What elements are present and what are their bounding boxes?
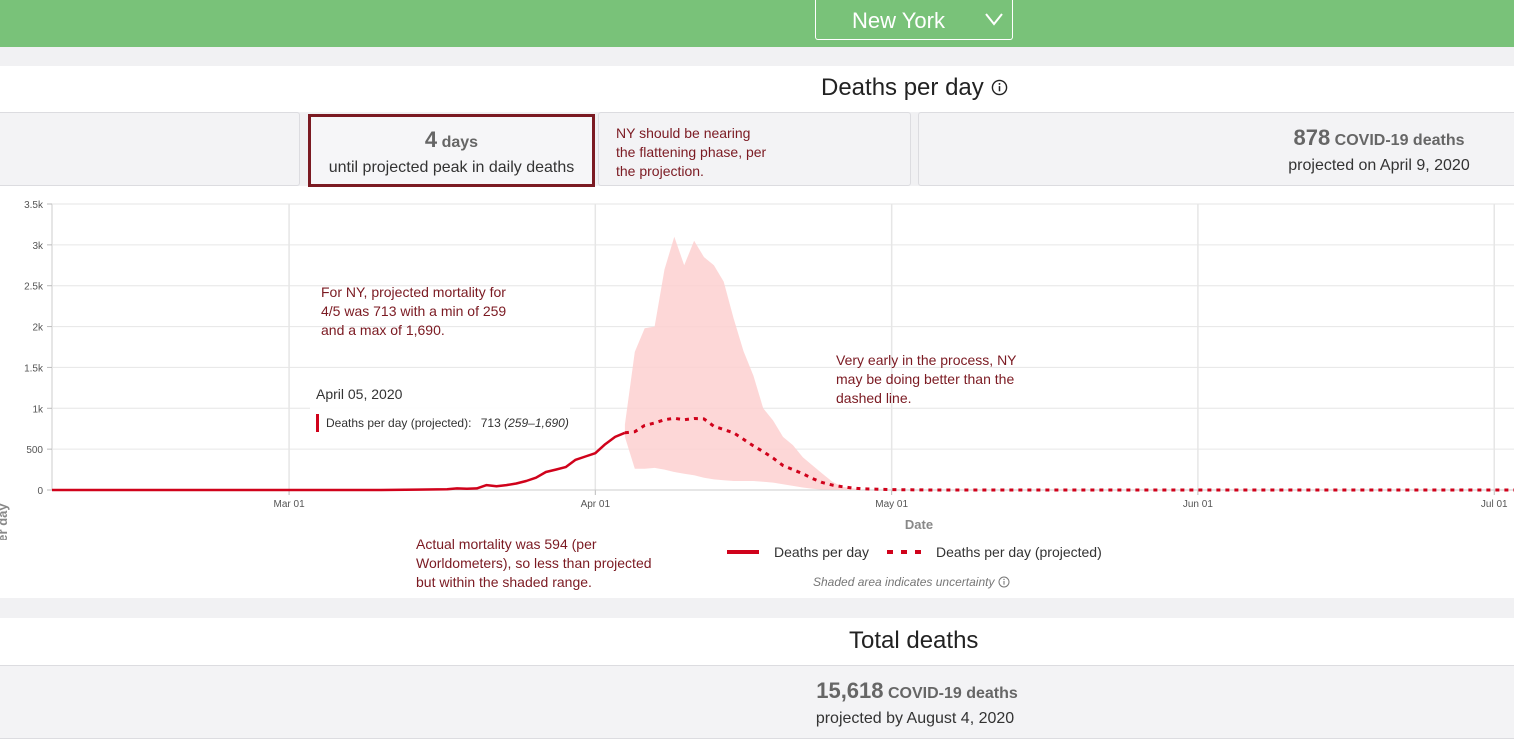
deaths-per-day-chart[interactable]: 0 500 1k 1.5k 2k 2.5k 3k 3.5k Mar 01 Apr 01 May 0…	[0, 190, 1514, 540]
y-axis-label: Deaths per day	[0, 503, 10, 540]
y-tick-label: 0	[37, 486, 43, 497]
chevron-down-icon	[985, 13, 1003, 26]
actual-deaths-line	[52, 431, 626, 492]
peak-card: 4 days until projected peak in daily dea…	[308, 114, 595, 187]
stat-card-middle	[598, 112, 911, 186]
annotation-line: the flattening phase, per	[616, 144, 767, 160]
stat-card-max: 878 COVID-19 deaths projected on April 9…	[918, 112, 1514, 186]
y-axis-ticks: 0 500 1k 1.5k 2k 2.5k 3k 3.5k	[24, 200, 44, 497]
y-tick-label: 1.5k	[24, 363, 44, 374]
annotation-line: but within the shaded range.	[416, 574, 592, 590]
annotation-line: For NY, projected mortality for	[321, 284, 506, 300]
y-tick-label: 1k	[32, 404, 44, 415]
total-deaths-caption: projected by August 4, 2020	[815, 710, 1015, 727]
peak-days-unit: days	[441, 134, 479, 151]
x-tick-label: Mar 01	[274, 499, 306, 510]
x-axis-ticks: Mar 01 Apr 01 May 01 Jun 01 Jul 01	[274, 499, 1509, 510]
total-deaths-title: Total deaths	[849, 627, 979, 654]
tooltip-swatch	[316, 414, 319, 432]
peak-line: 4 days	[311, 127, 592, 153]
top-bar	[0, 0, 1514, 47]
peak-caption: until projected peak in daily deaths	[328, 159, 575, 176]
tooltip-label: Deaths per day (projected):	[326, 416, 472, 430]
legend-actual[interactable]: Deaths per day	[774, 544, 869, 560]
tooltip-range: (259–1,690)	[504, 416, 569, 430]
total-deaths-line: 15,618 COVID-19 deaths	[0, 678, 1514, 704]
legend-dashed-swatch	[887, 550, 923, 554]
y-tick-label: 3.5k	[24, 200, 44, 211]
x-tick-label: May 01	[875, 499, 908, 510]
legend-solid-swatch	[727, 550, 759, 554]
x-axis-label: Date	[905, 517, 933, 532]
annotation-actual: Actual mortality was 594 (per Worldomete…	[416, 535, 652, 592]
x-tick-label: Apr 01	[581, 499, 611, 510]
chart-lines	[52, 416, 1514, 492]
tooltip-row: Deaths per day (projected): 713 (259–1,6…	[326, 416, 569, 430]
deaths-per-day-title: Deaths per day	[821, 74, 984, 101]
state-selector[interactable]: New York	[815, 0, 1013, 40]
state-selector-value: New York	[852, 8, 945, 33]
annotation-line: Actual mortality was 594 (per	[416, 536, 597, 552]
annotation-line: 4/5 was 713 with a min of 259	[321, 303, 507, 319]
annotation-line: may be doing better than the	[836, 371, 1015, 387]
annotation-line: Very early in the process, NY	[836, 352, 1017, 368]
max-deaths-line: 878 COVID-19 deaths	[919, 125, 1514, 151]
annotation-line: dashed line.	[836, 390, 912, 406]
projected-deaths-line	[624, 416, 1514, 492]
y-tick-label: 3k	[32, 241, 44, 252]
total-deaths-value: 15,618	[816, 678, 884, 703]
y-tick-label: 2k	[32, 323, 44, 334]
x-tick-label: Jun 01	[1183, 499, 1213, 510]
legend-projected[interactable]: Deaths per day (projected)	[936, 544, 1102, 560]
info-icon[interactable]	[991, 79, 1008, 96]
tooltip-value: 713	[480, 416, 501, 430]
stat-row: 878 COVID-19 deaths projected on April 9…	[0, 112, 1514, 186]
uncertainty-band-area	[624, 236, 862, 490]
tooltip: April 05, 2020 Deaths per day (projected…	[310, 384, 570, 438]
y-tick-label: 2.5k	[24, 282, 44, 293]
uncertainty-note: Shaded area indicates uncertainty	[813, 575, 995, 589]
annotation-early-process: Very early in the process, NY may be doi…	[836, 351, 1017, 408]
peak-days-value: 4	[424, 127, 438, 152]
max-deaths-caption: projected on April 9, 2020	[1288, 157, 1470, 174]
annotation-line: the projection.	[616, 163, 704, 179]
info-icon[interactable]	[998, 576, 1010, 588]
tooltip-date: April 05, 2020	[316, 386, 403, 402]
y-tick-label: 500	[26, 445, 43, 456]
annotation-line: Worldometers), so less than projected	[416, 555, 652, 571]
annotation-line: NY should be nearing	[616, 125, 751, 141]
uncertainty-band	[624, 236, 862, 490]
annotation-line: and a max of 1,690.	[321, 322, 445, 338]
x-tick-label: Jul 01	[1481, 499, 1508, 510]
annotation-projection-detail: For NY, projected mortality for 4/5 was …	[321, 283, 506, 340]
total-deaths-card: 15,618 COVID-19 deaths projected by Augu…	[0, 665, 1514, 739]
max-deaths-value: 878	[1293, 125, 1331, 150]
max-deaths-unit: COVID-19 deaths	[1334, 132, 1465, 149]
total-deaths-unit: COVID-19 deaths	[887, 685, 1018, 702]
stat-card-left	[0, 112, 300, 186]
annotation-flattening: NY should be nearing the flattening phas…	[616, 124, 766, 181]
